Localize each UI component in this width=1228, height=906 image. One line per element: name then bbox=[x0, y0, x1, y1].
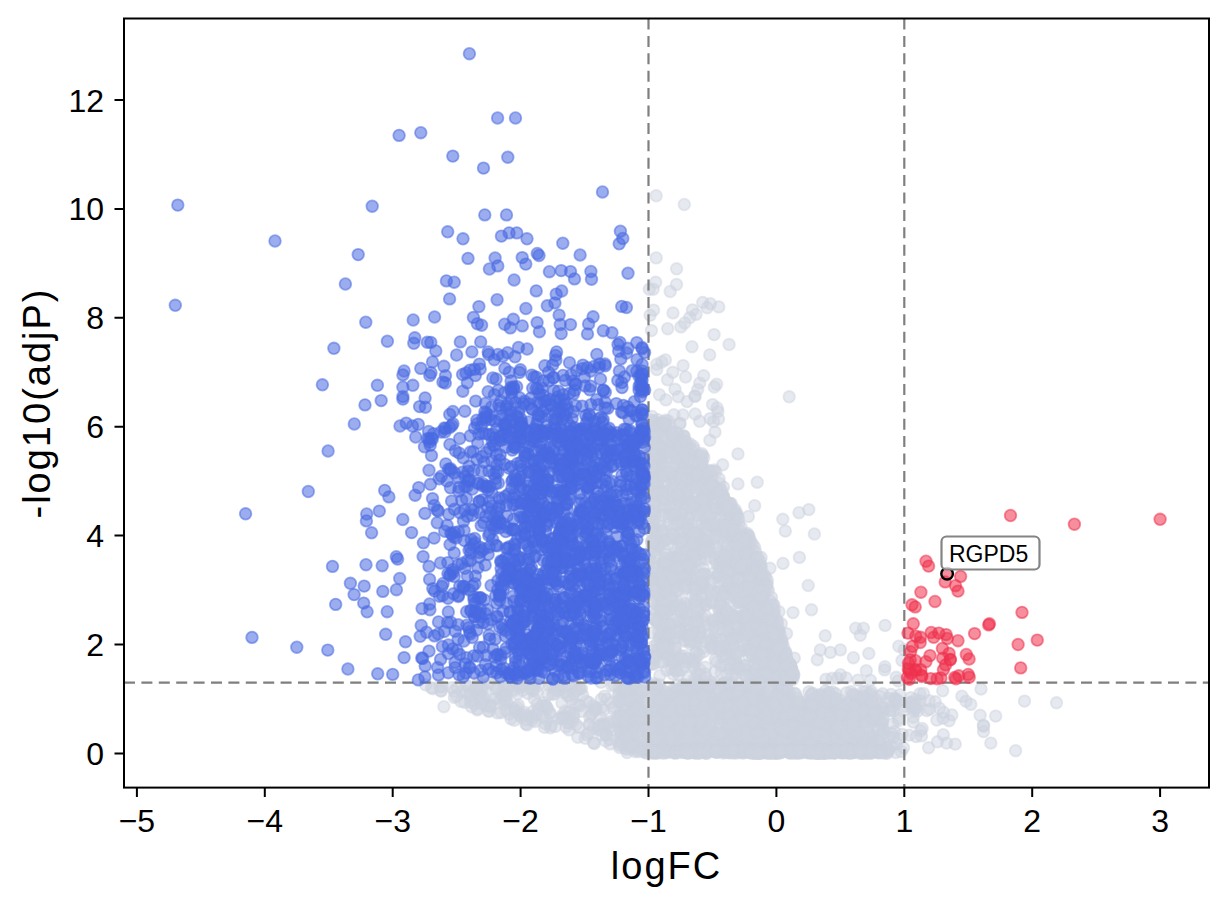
svg-text:−5: −5 bbox=[119, 803, 155, 839]
svg-text:4: 4 bbox=[86, 518, 104, 554]
svg-text:−2: −2 bbox=[502, 803, 538, 839]
svg-text:0: 0 bbox=[768, 803, 786, 839]
svg-text:-log10(adjP): -log10(adjP) bbox=[16, 288, 58, 519]
svg-text:RGPD5: RGPD5 bbox=[949, 541, 1028, 567]
svg-text:0: 0 bbox=[86, 736, 104, 772]
svg-text:10: 10 bbox=[68, 191, 104, 227]
svg-text:2: 2 bbox=[86, 627, 104, 663]
svg-text:−1: −1 bbox=[630, 803, 666, 839]
svg-text:12: 12 bbox=[68, 83, 104, 119]
svg-text:logFC: logFC bbox=[611, 845, 722, 887]
svg-text:−4: −4 bbox=[247, 803, 283, 839]
svg-text:6: 6 bbox=[86, 409, 104, 445]
svg-text:−3: −3 bbox=[374, 803, 410, 839]
svg-text:1: 1 bbox=[895, 803, 913, 839]
svg-text:3: 3 bbox=[1151, 803, 1169, 839]
svg-text:8: 8 bbox=[86, 300, 104, 336]
svg-text:2: 2 bbox=[1023, 803, 1041, 839]
